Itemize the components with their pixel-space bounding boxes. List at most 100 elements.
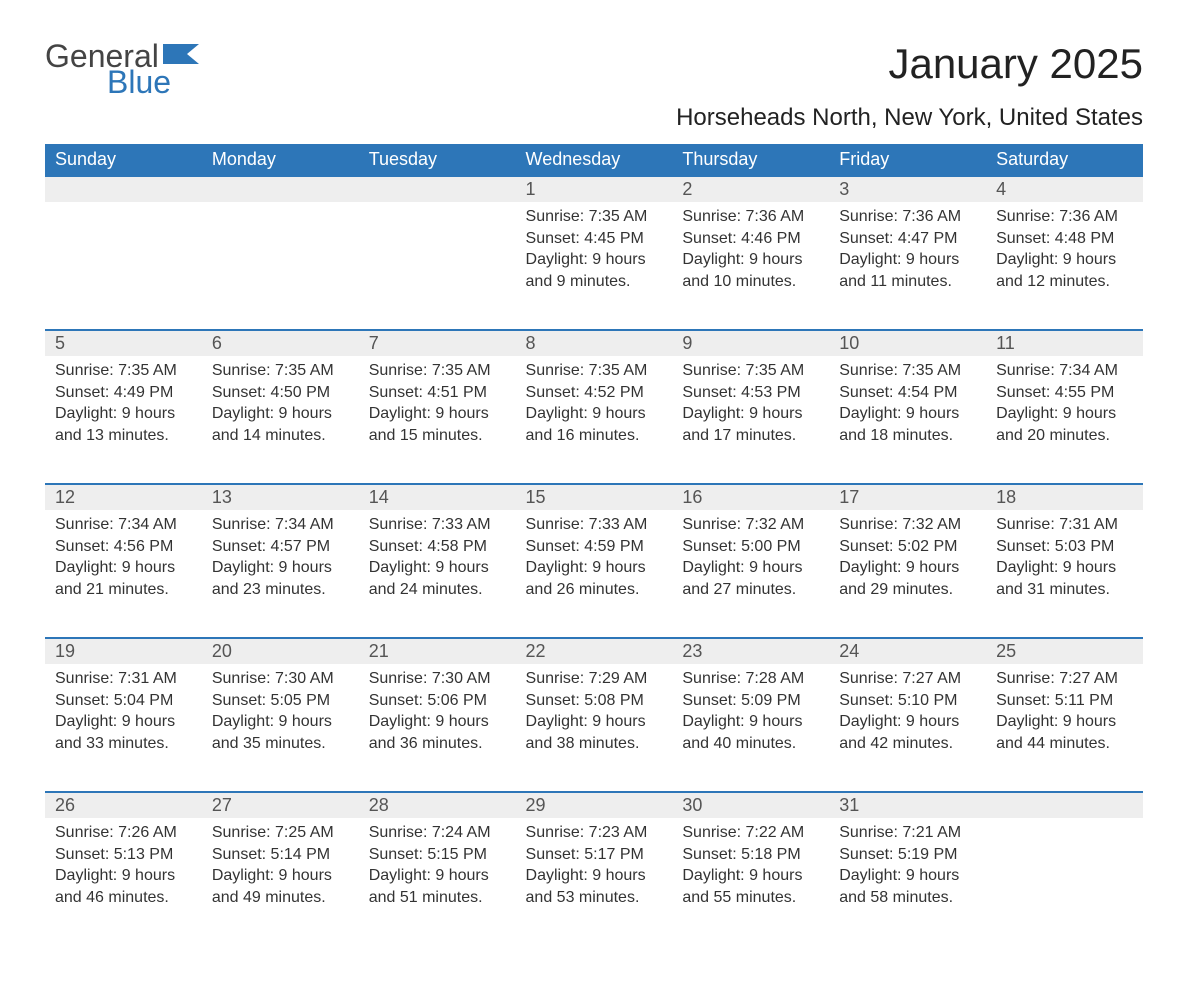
day-number — [986, 792, 1143, 818]
calendar-table: Sunday Monday Tuesday Wednesday Thursday… — [45, 144, 1143, 946]
day-info-line: Daylight: 9 hours and 55 minutes. — [682, 865, 819, 908]
day-number: 12 — [45, 484, 202, 510]
day-info-line: Daylight: 9 hours and 15 minutes. — [369, 403, 506, 446]
day-info-line: Daylight: 9 hours and 18 minutes. — [839, 403, 976, 446]
day-number: 11 — [986, 330, 1143, 356]
day-info-line: Daylight: 9 hours and 29 minutes. — [839, 557, 976, 600]
day-info-line: Daylight: 9 hours and 51 minutes. — [369, 865, 506, 908]
day-number: 5 — [45, 330, 202, 356]
week-daynum-row: 19202122232425 — [45, 638, 1143, 664]
day-number: 26 — [45, 792, 202, 818]
day-info-line: Sunset: 4:57 PM — [212, 536, 349, 558]
day-info-line: Sunset: 5:05 PM — [212, 690, 349, 712]
day-cell: Sunrise: 7:28 AMSunset: 5:09 PMDaylight:… — [672, 664, 829, 792]
day-number — [359, 176, 516, 202]
day-info-line: Sunrise: 7:32 AM — [839, 514, 976, 536]
day-info-line: Sunset: 5:10 PM — [839, 690, 976, 712]
day-number: 1 — [516, 176, 673, 202]
week-content-row: Sunrise: 7:34 AMSunset: 4:56 PMDaylight:… — [45, 510, 1143, 638]
day-number — [45, 176, 202, 202]
day-info-line: Sunrise: 7:34 AM — [212, 514, 349, 536]
location-subtitle: Horseheads North, New York, United State… — [45, 104, 1143, 132]
day-info-line: Daylight: 9 hours and 38 minutes. — [526, 711, 663, 754]
day-info-line: Sunset: 4:58 PM — [369, 536, 506, 558]
day-info-line: Sunset: 4:45 PM — [526, 228, 663, 250]
day-info-line: Sunrise: 7:34 AM — [55, 514, 192, 536]
day-number: 30 — [672, 792, 829, 818]
day-info-line: Sunset: 4:49 PM — [55, 382, 192, 404]
day-cell: Sunrise: 7:27 AMSunset: 5:10 PMDaylight:… — [829, 664, 986, 792]
day-cell: Sunrise: 7:34 AMSunset: 4:56 PMDaylight:… — [45, 510, 202, 638]
day-number: 10 — [829, 330, 986, 356]
day-cell: Sunrise: 7:35 AMSunset: 4:51 PMDaylight:… — [359, 356, 516, 484]
day-info-line: Daylight: 9 hours and 42 minutes. — [839, 711, 976, 754]
day-info-line: Daylight: 9 hours and 21 minutes. — [55, 557, 192, 600]
day-number: 19 — [45, 638, 202, 664]
week-daynum-row: 1234 — [45, 176, 1143, 202]
day-info-line: Sunset: 4:55 PM — [996, 382, 1133, 404]
day-cell — [45, 202, 202, 330]
day-info-line: Sunset: 4:59 PM — [526, 536, 663, 558]
day-info-line: Sunrise: 7:28 AM — [682, 668, 819, 690]
day-info-line: Sunrise: 7:30 AM — [369, 668, 506, 690]
logo: General Blue — [45, 40, 199, 98]
day-cell: Sunrise: 7:29 AMSunset: 5:08 PMDaylight:… — [516, 664, 673, 792]
day-info-line: Sunset: 5:03 PM — [996, 536, 1133, 558]
week-content-row: Sunrise: 7:35 AMSunset: 4:45 PMDaylight:… — [45, 202, 1143, 330]
day-info-line: Sunset: 5:18 PM — [682, 844, 819, 866]
day-info-line: Sunrise: 7:31 AM — [996, 514, 1133, 536]
day-info-line: Daylight: 9 hours and 16 minutes. — [526, 403, 663, 446]
day-cell: Sunrise: 7:34 AMSunset: 4:55 PMDaylight:… — [986, 356, 1143, 484]
day-cell: Sunrise: 7:31 AMSunset: 5:04 PMDaylight:… — [45, 664, 202, 792]
day-number: 22 — [516, 638, 673, 664]
day-info-line: Sunrise: 7:30 AM — [212, 668, 349, 690]
day-info-line: Daylight: 9 hours and 40 minutes. — [682, 711, 819, 754]
day-info-line: Sunrise: 7:36 AM — [839, 206, 976, 228]
day-header: Thursday — [672, 144, 829, 176]
day-info-line: Sunset: 4:51 PM — [369, 382, 506, 404]
day-info-line: Sunset: 5:14 PM — [212, 844, 349, 866]
day-cell: Sunrise: 7:22 AMSunset: 5:18 PMDaylight:… — [672, 818, 829, 946]
day-info-line: Daylight: 9 hours and 35 minutes. — [212, 711, 349, 754]
day-info-line: Sunset: 5:17 PM — [526, 844, 663, 866]
day-cell — [359, 202, 516, 330]
day-cell: Sunrise: 7:26 AMSunset: 5:13 PMDaylight:… — [45, 818, 202, 946]
day-info-line: Sunrise: 7:35 AM — [526, 360, 663, 382]
day-info-line: Sunset: 5:13 PM — [55, 844, 192, 866]
day-info-line: Sunset: 4:53 PM — [682, 382, 819, 404]
day-info-line: Daylight: 9 hours and 13 minutes. — [55, 403, 192, 446]
day-number: 23 — [672, 638, 829, 664]
day-info-line: Sunset: 5:09 PM — [682, 690, 819, 712]
day-number: 28 — [359, 792, 516, 818]
day-number: 7 — [359, 330, 516, 356]
day-header: Sunday — [45, 144, 202, 176]
day-number: 9 — [672, 330, 829, 356]
day-info-line: Daylight: 9 hours and 27 minutes. — [682, 557, 819, 600]
day-cell: Sunrise: 7:25 AMSunset: 5:14 PMDaylight:… — [202, 818, 359, 946]
day-cell: Sunrise: 7:24 AMSunset: 5:15 PMDaylight:… — [359, 818, 516, 946]
day-number: 13 — [202, 484, 359, 510]
day-header: Tuesday — [359, 144, 516, 176]
day-info-line: Sunset: 4:46 PM — [682, 228, 819, 250]
day-info-line: Sunset: 4:47 PM — [839, 228, 976, 250]
day-cell — [986, 818, 1143, 946]
day-cell: Sunrise: 7:35 AMSunset: 4:53 PMDaylight:… — [672, 356, 829, 484]
day-info-line: Sunset: 5:02 PM — [839, 536, 976, 558]
day-number: 25 — [986, 638, 1143, 664]
day-info-line: Daylight: 9 hours and 53 minutes. — [526, 865, 663, 908]
day-info-line: Daylight: 9 hours and 24 minutes. — [369, 557, 506, 600]
day-header: Monday — [202, 144, 359, 176]
header: General Blue January 2025 — [45, 40, 1143, 98]
day-cell: Sunrise: 7:36 AMSunset: 4:46 PMDaylight:… — [672, 202, 829, 330]
day-number: 27 — [202, 792, 359, 818]
day-info-line: Sunset: 5:08 PM — [526, 690, 663, 712]
day-info-line: Daylight: 9 hours and 36 minutes. — [369, 711, 506, 754]
day-cell — [202, 202, 359, 330]
day-info-line: Sunrise: 7:25 AM — [212, 822, 349, 844]
day-number: 8 — [516, 330, 673, 356]
day-info-line: Sunset: 4:54 PM — [839, 382, 976, 404]
day-number: 14 — [359, 484, 516, 510]
day-number: 29 — [516, 792, 673, 818]
day-info-line: Sunset: 5:06 PM — [369, 690, 506, 712]
day-number: 21 — [359, 638, 516, 664]
